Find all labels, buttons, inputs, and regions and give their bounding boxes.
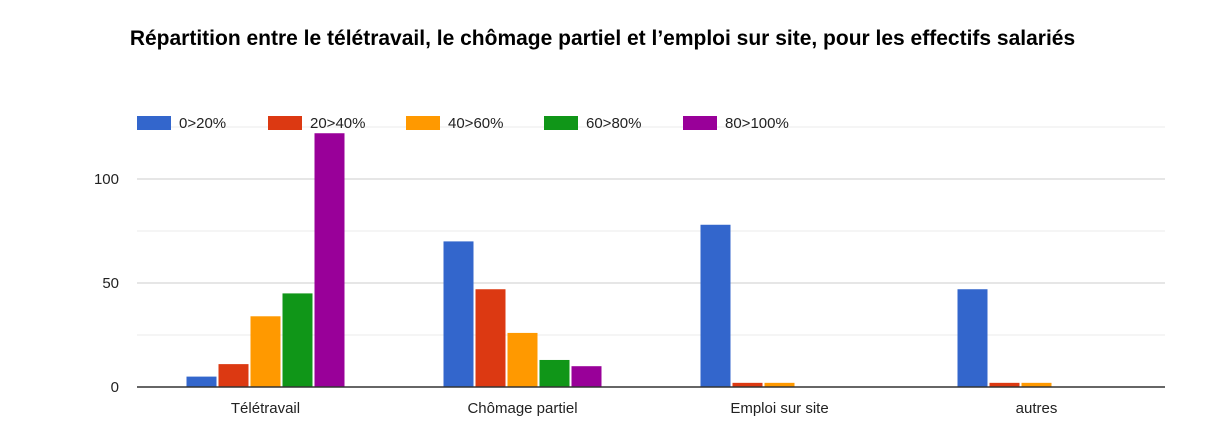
bar	[1021, 382, 1052, 387]
bar	[732, 382, 763, 387]
legend-item: 40>60%	[406, 115, 503, 132]
legend-item: 60>80%	[544, 115, 641, 132]
legend-label: 20>40%	[310, 115, 365, 132]
bar	[539, 359, 570, 387]
x-tick-label: autres	[1016, 400, 1058, 417]
bar	[250, 316, 281, 387]
bar	[186, 376, 217, 387]
bar	[989, 382, 1020, 387]
x-tick-label: Emploi sur site	[730, 400, 828, 417]
y-axis-ticks: 0 50 100	[94, 171, 119, 396]
bar	[314, 133, 345, 387]
legend-swatch	[406, 116, 440, 130]
legend-label: 40>60%	[448, 115, 503, 132]
bar	[475, 289, 506, 387]
legend: 0>20% 20>40% 40>60% 60>80% 80>100%	[137, 115, 789, 132]
legend-item: 0>20%	[137, 115, 226, 132]
y-tick-label: 50	[102, 275, 119, 292]
bar	[957, 289, 988, 387]
y-tick-label: 100	[94, 171, 119, 188]
gridlines	[137, 126, 1165, 336]
bar	[507, 332, 538, 387]
legend-label: 60>80%	[586, 115, 641, 132]
bar	[443, 241, 474, 387]
legend-swatch	[137, 116, 171, 130]
bar	[571, 366, 602, 387]
chart-title: Répartition entre le télétravail, le chô…	[129, 27, 1076, 50]
legend-item: 20>40%	[268, 115, 365, 132]
bar	[764, 382, 795, 387]
x-axis-labels: Télétravail Chômage partiel Emploi sur sit…	[231, 400, 1057, 417]
bars	[186, 133, 1052, 387]
legend-label: 0>20%	[179, 115, 226, 132]
y-tick-label: 0	[111, 379, 119, 396]
legend-swatch	[268, 116, 302, 130]
x-tick-label: Chômage partiel	[467, 400, 577, 417]
x-tick-label: Télétravail	[231, 400, 300, 417]
bar	[282, 293, 313, 387]
legend-swatch	[683, 116, 717, 130]
bar	[700, 224, 731, 387]
bar	[218, 364, 249, 387]
legend-label: 80>100%	[725, 115, 789, 132]
legend-swatch	[544, 116, 578, 130]
legend-item: 80>100%	[683, 115, 789, 132]
